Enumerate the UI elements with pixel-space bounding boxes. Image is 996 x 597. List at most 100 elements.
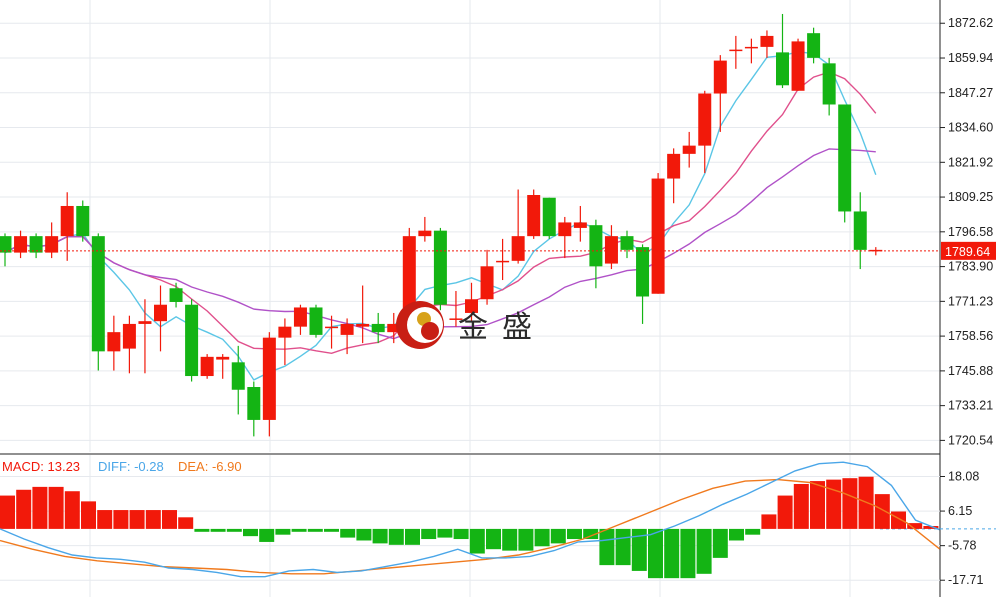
price-tick-label: 1809.25 <box>948 190 993 204</box>
macd-histogram-bar <box>32 486 48 529</box>
price-tick-label: 1733.21 <box>948 399 993 413</box>
price-tick-label: 1783.90 <box>948 260 993 274</box>
price-tick-label: 1834.60 <box>948 121 993 135</box>
macd-histogram-bar <box>486 528 501 550</box>
price-tick-label: 1847.27 <box>948 86 993 100</box>
candle <box>698 90 712 174</box>
macd-histogram-bar <box>97 510 113 529</box>
candle <box>511 189 525 264</box>
candle-body <box>760 35 774 47</box>
macd-histogram-bar <box>324 528 339 532</box>
macd-histogram-bar <box>356 528 372 541</box>
price-tick-label: 1872.62 <box>948 16 993 30</box>
candle-body <box>60 205 74 237</box>
candle <box>791 38 805 91</box>
macd-histogram-bar <box>210 528 226 532</box>
candle-body <box>169 288 183 302</box>
candle-body <box>698 93 712 146</box>
candle-body <box>14 236 28 253</box>
candle <box>527 189 541 239</box>
candle-body <box>480 266 494 300</box>
candle-body <box>449 318 463 320</box>
candle <box>480 249 494 305</box>
macd-histogram-bar <box>64 491 80 529</box>
candle <box>0 233 12 267</box>
candle-body <box>496 260 510 263</box>
candle <box>107 315 121 371</box>
candle <box>122 315 136 374</box>
macd-histogram-bar <box>793 483 809 529</box>
macd-histogram-bar <box>664 528 680 579</box>
macd-histogram-bar <box>275 528 291 535</box>
jinsheng-logo: 金盛 <box>396 301 532 349</box>
candle <box>138 299 152 374</box>
macd-histogram-bar <box>615 528 631 566</box>
candle <box>776 13 789 89</box>
macd-histogram-bar <box>259 528 275 542</box>
macd-histogram-bar <box>648 528 663 579</box>
candle-body <box>667 153 681 179</box>
ma-pink-line <box>4 71 877 355</box>
macd-histogram-bar <box>923 526 939 529</box>
macd-histogram-bar <box>291 528 307 532</box>
diff-line <box>0 461 940 578</box>
price-tick-label: 1745.88 <box>948 364 993 378</box>
macd-histogram-bar <box>307 528 323 532</box>
candle <box>433 227 447 311</box>
candle-body <box>309 307 323 335</box>
candle-body <box>185 304 199 377</box>
candle <box>713 55 727 132</box>
candle <box>853 192 867 270</box>
candle-body <box>325 326 339 329</box>
candle <box>558 216 572 259</box>
macd-histogram-bar <box>340 528 356 538</box>
candle <box>262 332 276 437</box>
macd-histogram-bar <box>518 528 534 551</box>
macd-histogram-bar <box>874 494 890 529</box>
price-tick-label: 1771.23 <box>948 294 993 308</box>
macd-legend: MACD: 13.23 DIFF: -0.28 DEA: -6.90 <box>2 459 242 474</box>
macd-histogram-bar <box>907 523 923 529</box>
candle <box>247 381 261 437</box>
current-price-tag <box>941 241 996 260</box>
candle <box>869 247 883 256</box>
candle <box>387 312 401 344</box>
candle-body <box>869 249 883 252</box>
candle-body <box>604 236 618 264</box>
candle <box>807 27 821 64</box>
candle-body <box>558 222 572 237</box>
candle <box>60 192 74 261</box>
candle-body <box>527 195 541 237</box>
candle <box>744 38 758 64</box>
macd-histogram-bar <box>453 528 469 540</box>
macd-histogram-bar <box>550 528 566 544</box>
candle-body <box>511 236 525 261</box>
macd-histogram-bar <box>178 517 194 529</box>
candle-body <box>791 41 805 91</box>
macd-panel: 18.08 6.15 -5.78 -17.71 <box>0 455 996 597</box>
candle-body <box>465 299 478 313</box>
macd-histogram-bar <box>48 486 64 529</box>
candle-body <box>807 33 821 58</box>
macd-histogram-bar <box>421 528 437 540</box>
macd-histogram-bar <box>712 528 728 558</box>
current-price-label: 1789.64 <box>945 245 990 259</box>
candle <box>667 148 681 204</box>
macd-histogram-bar <box>761 514 777 529</box>
macd-legend-item: DEA: -6.90 <box>178 459 242 474</box>
macd-tick-label: -5.78 <box>948 539 977 553</box>
candle <box>29 233 43 259</box>
macd-histogram-bar <box>194 528 210 532</box>
candle <box>325 315 339 349</box>
candle <box>589 219 603 289</box>
macd-histogram-bar <box>162 510 177 529</box>
candle-body <box>682 145 696 154</box>
candle-body <box>822 63 836 105</box>
candle-body <box>636 247 650 297</box>
candle <box>169 282 183 308</box>
macd-histogram-bar <box>777 495 793 529</box>
candle <box>620 230 634 259</box>
candle-body <box>729 49 743 52</box>
candle <box>14 230 28 259</box>
